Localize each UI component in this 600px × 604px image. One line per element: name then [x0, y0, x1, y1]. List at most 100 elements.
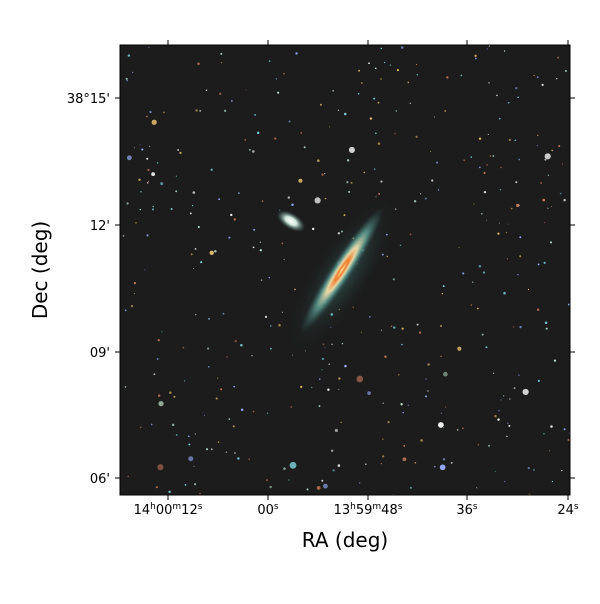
- star: [281, 311, 283, 313]
- star: [450, 461, 453, 464]
- star: [500, 166, 502, 169]
- star: [337, 109, 340, 111]
- star: [171, 423, 175, 427]
- star: [194, 483, 197, 486]
- star: [294, 288, 296, 291]
- star: [207, 365, 210, 368]
- star: [559, 192, 562, 195]
- star: [264, 315, 268, 319]
- star: [377, 142, 381, 145]
- star: [125, 77, 128, 80]
- star: [146, 115, 148, 118]
- star: [322, 343, 325, 346]
- star: [567, 438, 570, 442]
- star: [457, 346, 462, 351]
- star: [218, 198, 221, 201]
- star: [443, 371, 448, 377]
- star: [440, 355, 442, 357]
- star: [478, 166, 481, 169]
- star: [395, 110, 398, 112]
- star: [444, 110, 447, 112]
- star: [318, 405, 321, 407]
- star: [283, 72, 285, 75]
- star: [390, 325, 393, 328]
- star: [533, 469, 535, 471]
- star: [513, 387, 516, 390]
- star: [153, 373, 156, 376]
- star: [437, 422, 444, 428]
- star: [541, 83, 544, 86]
- star: [321, 369, 323, 371]
- star: [215, 397, 218, 400]
- star: [458, 246, 460, 249]
- star: [157, 464, 164, 471]
- star: [208, 318, 210, 320]
- star: [514, 139, 517, 142]
- star: [415, 63, 418, 66]
- star: [517, 96, 519, 99]
- star: [228, 236, 231, 239]
- star: [460, 74, 463, 77]
- star: [348, 146, 355, 153]
- star: [324, 197, 327, 200]
- star: [416, 74, 418, 76]
- star: [197, 226, 200, 229]
- star: [275, 78, 278, 80]
- star: [256, 131, 260, 135]
- x-axis-label: RA (deg): [302, 528, 388, 552]
- star: [217, 377, 219, 379]
- star: [488, 45, 490, 47]
- star: [157, 162, 159, 164]
- star: [124, 386, 127, 388]
- star: [489, 155, 492, 157]
- star: [492, 372, 495, 374]
- star: [147, 168, 150, 172]
- star: [387, 421, 390, 424]
- star: [380, 180, 383, 183]
- star: [442, 458, 446, 461]
- star: [126, 202, 129, 205]
- star: [547, 174, 550, 176]
- star: [470, 304, 473, 306]
- star: [332, 90, 334, 92]
- star: [389, 64, 392, 67]
- star: [188, 456, 194, 462]
- star: [148, 46, 150, 48]
- star: [496, 94, 498, 97]
- star: [556, 78, 558, 80]
- star: [193, 267, 195, 269]
- star: [237, 192, 240, 195]
- star: [409, 102, 412, 104]
- star: [210, 448, 213, 451]
- star: [265, 479, 268, 482]
- star: [442, 285, 445, 288]
- star: [537, 379, 540, 382]
- x-tick-label: 24s: [557, 502, 579, 518]
- star: [557, 56, 560, 59]
- star: [553, 359, 557, 362]
- star: [402, 457, 407, 462]
- star: [456, 428, 459, 431]
- star: [150, 423, 153, 426]
- star: [536, 308, 540, 311]
- star: [268, 276, 271, 279]
- star: [515, 181, 518, 184]
- star: [518, 158, 521, 161]
- star: [480, 212, 483, 215]
- y-axis-label: Dec (deg): [28, 221, 52, 319]
- star: [332, 469, 335, 472]
- star: [558, 145, 561, 147]
- star: [369, 316, 371, 318]
- star: [338, 377, 341, 380]
- star: [279, 209, 281, 211]
- star: [140, 190, 142, 193]
- star: [139, 144, 141, 146]
- star: [536, 144, 538, 147]
- star: [306, 488, 309, 491]
- star: [149, 110, 152, 114]
- star: [487, 444, 491, 447]
- star: [503, 50, 506, 52]
- star: [543, 222, 545, 224]
- star: [505, 231, 508, 234]
- star: [519, 236, 522, 239]
